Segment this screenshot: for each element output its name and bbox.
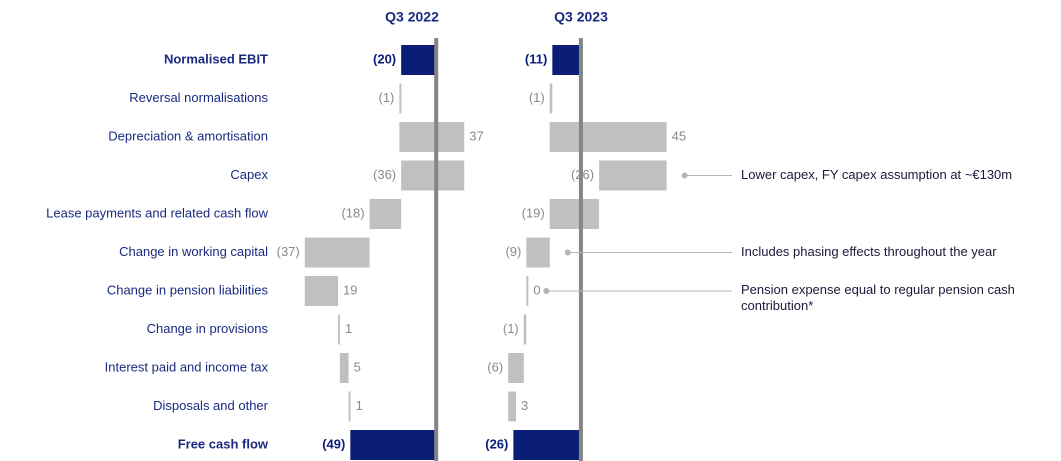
category-label: Reversal normalisations — [129, 90, 268, 105]
category-label: Free cash flow — [178, 436, 269, 451]
bar — [599, 160, 667, 191]
value-label: (49) — [322, 436, 345, 451]
value-label: (6) — [487, 359, 503, 374]
bar — [304, 276, 339, 306]
category-label: Normalised EBIT — [164, 51, 268, 66]
value-label: (1) — [378, 90, 394, 105]
value-label: (1) — [529, 90, 545, 105]
bar — [549, 199, 600, 229]
bar — [338, 314, 341, 345]
bar — [350, 430, 437, 460]
bar — [304, 237, 370, 268]
bar — [369, 199, 402, 229]
bar — [549, 122, 667, 152]
value-label: 0 — [533, 282, 540, 297]
value-label: (1) — [503, 321, 519, 336]
value-label: (9) — [505, 244, 521, 259]
category-label: Change in pension liabilities — [107, 282, 269, 297]
value-label: 3 — [521, 398, 528, 413]
annotation-text: Pension expense equal to regular pension… — [741, 282, 1015, 313]
bar — [523, 314, 527, 345]
value-label: (11) — [525, 51, 547, 66]
category-label: Lease payments and related cash flow — [46, 205, 268, 220]
annotation-text: Lower capex, FY capex assumption at ~€13… — [741, 167, 1012, 182]
value-label: (26) — [485, 436, 508, 451]
value-label: 45 — [672, 128, 686, 143]
bar — [508, 353, 524, 383]
bar — [401, 45, 437, 75]
value-label: 1 — [356, 398, 363, 413]
value-label: 19 — [343, 282, 357, 297]
value-label: (20) — [373, 51, 396, 66]
bar — [526, 276, 529, 306]
value-label: (37) — [277, 244, 300, 259]
value-label: (19) — [522, 205, 545, 220]
category-label: Change in provisions — [147, 321, 269, 336]
bar — [399, 122, 465, 152]
category-label: Change in working capital — [119, 244, 268, 259]
panel-header: Q3 2022 — [385, 9, 439, 25]
category-label: Depreciation & amortisation — [108, 128, 268, 143]
value-label: 37 — [469, 128, 483, 143]
value-label: 1 — [345, 321, 352, 336]
bar — [513, 430, 581, 460]
bar — [348, 391, 351, 422]
annotation-text: Includes phasing effects throughout the … — [741, 244, 997, 259]
category-label: Capex — [230, 167, 268, 182]
bar — [526, 237, 550, 268]
bar — [339, 353, 349, 383]
value-label: 5 — [354, 359, 361, 374]
value-label: (18) — [341, 205, 364, 220]
bar — [508, 391, 516, 422]
bar — [401, 160, 465, 191]
category-label: Interest paid and income tax — [105, 359, 269, 374]
bar — [549, 83, 553, 114]
value-label: (36) — [373, 167, 396, 182]
bar — [399, 83, 402, 114]
panel-header: Q3 2023 — [554, 9, 608, 25]
bar — [552, 45, 581, 75]
category-label: Disposals and other — [153, 398, 269, 413]
